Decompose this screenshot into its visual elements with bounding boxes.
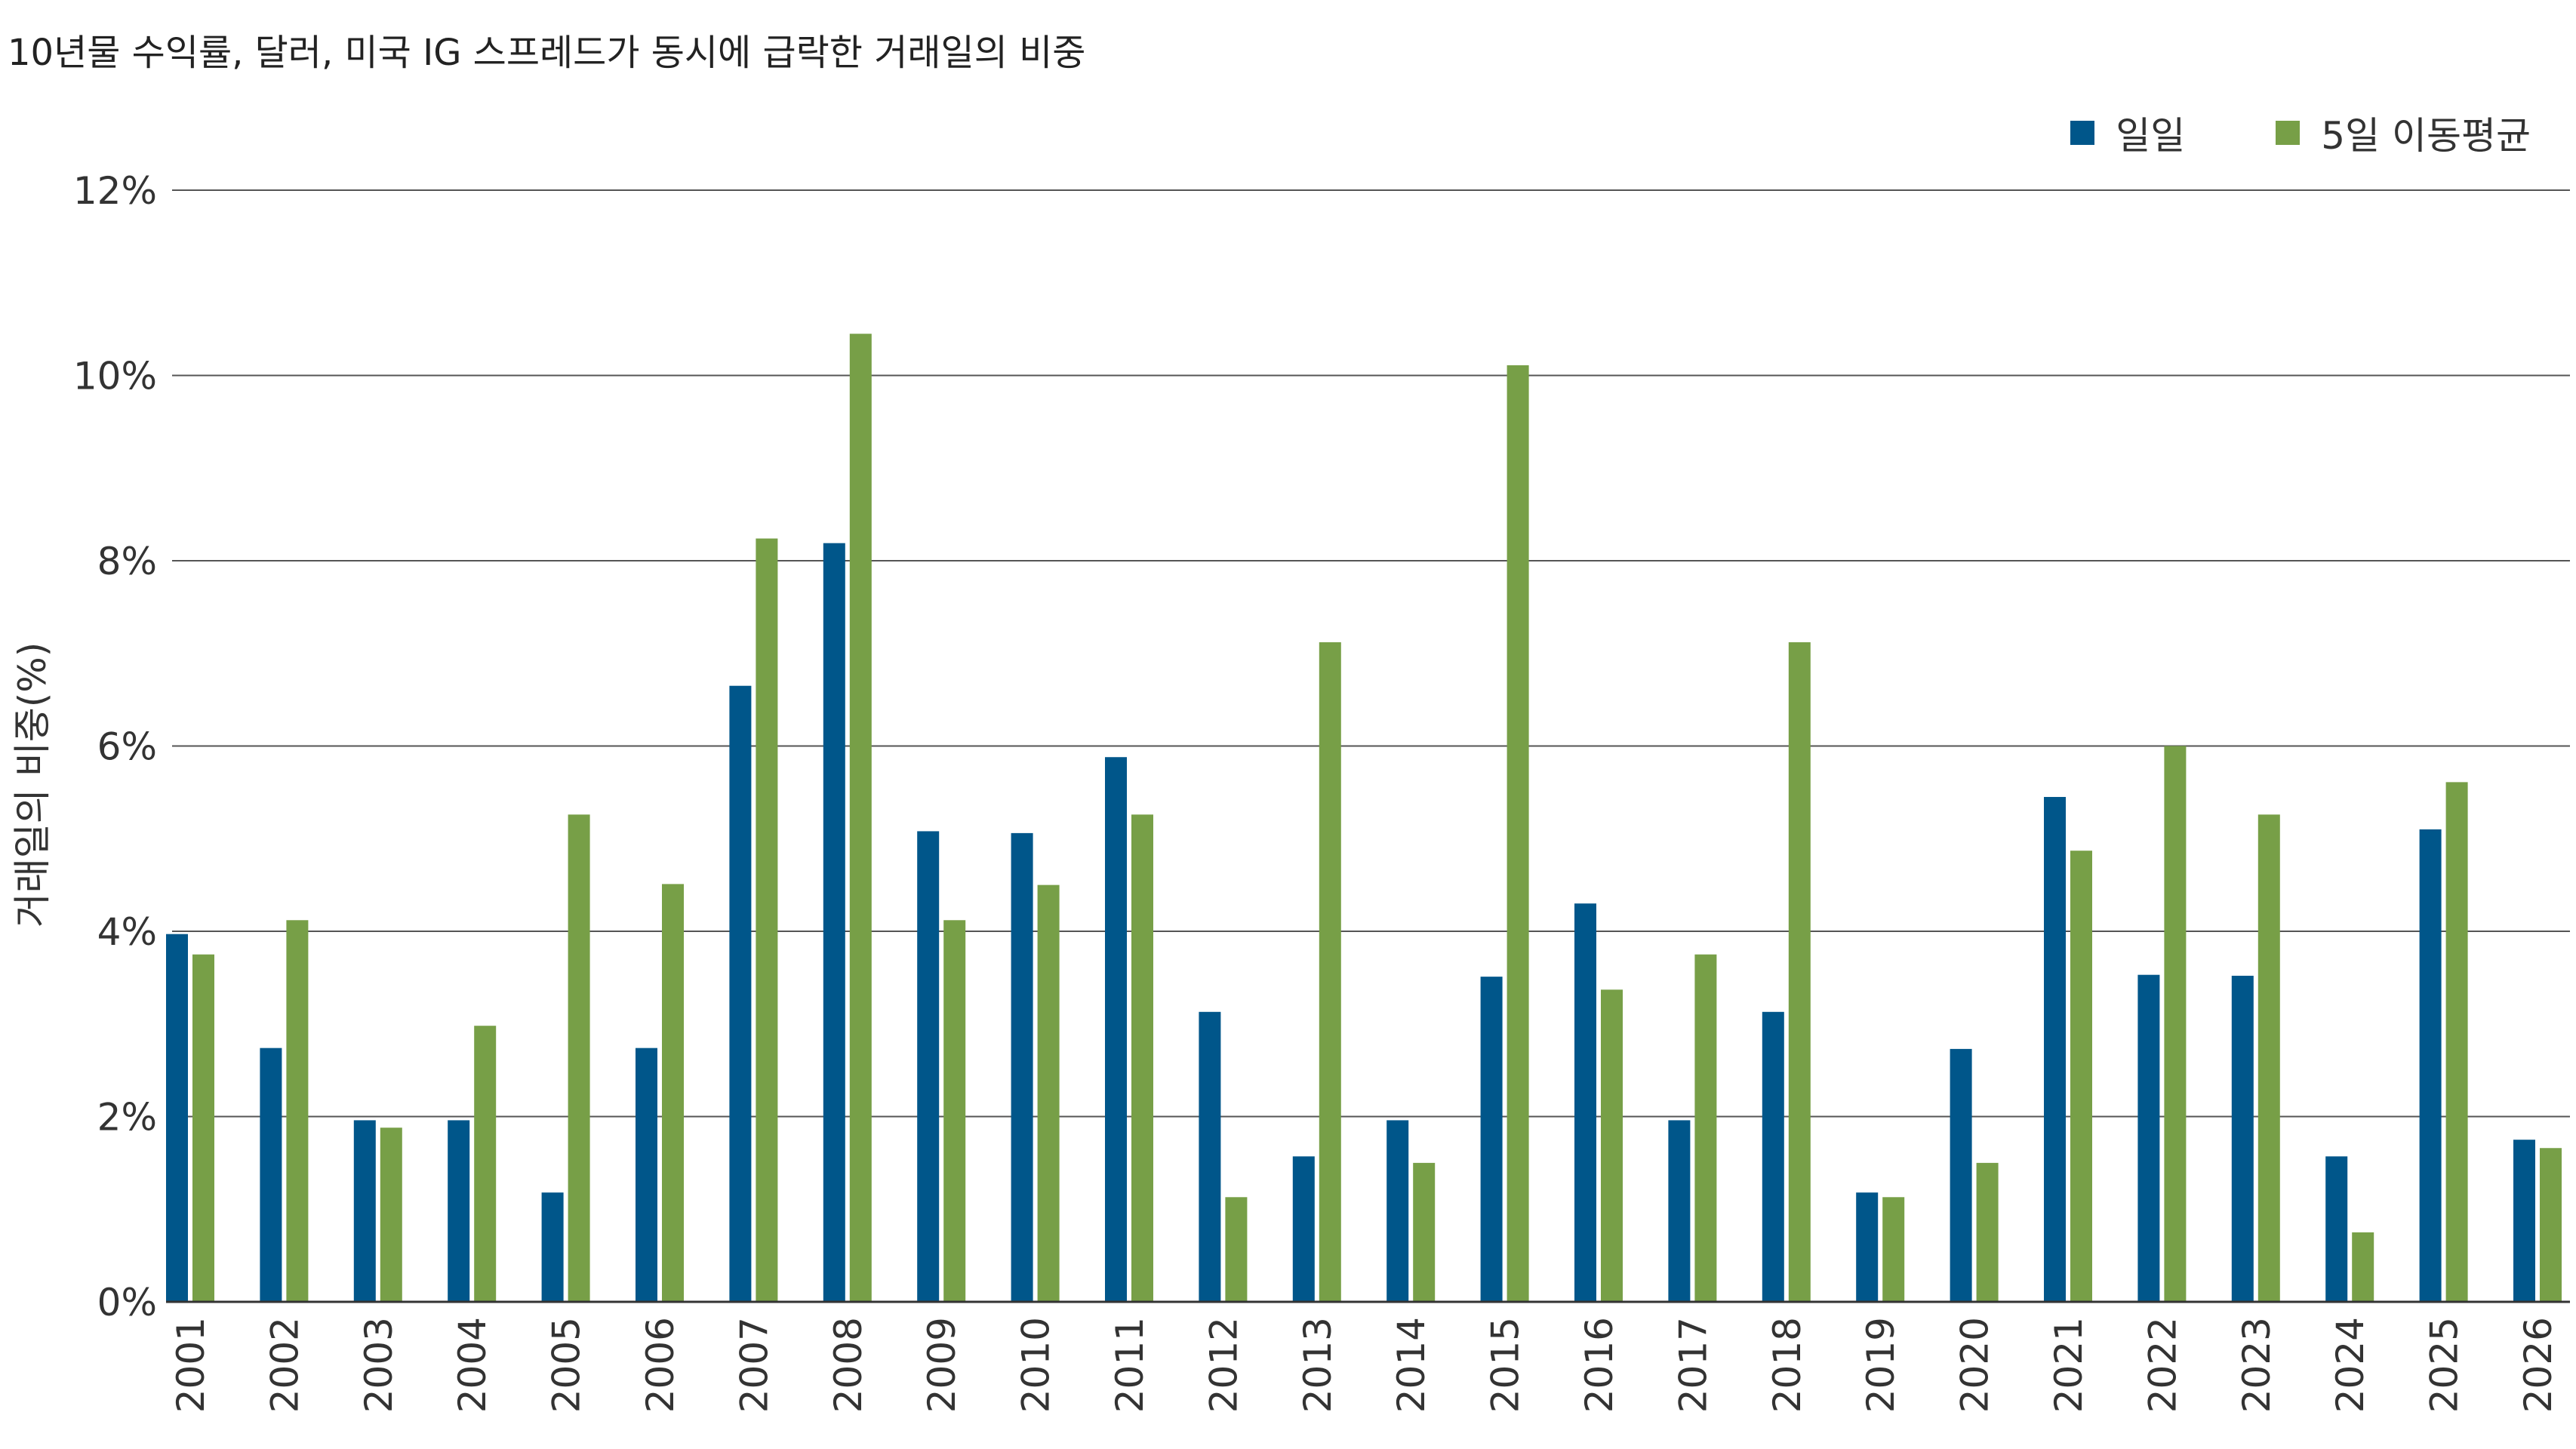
bar-2016-daily [1574,903,1596,1302]
bar-2005-5day-ma [568,814,590,1302]
legend-label-daily: 일일 [2116,114,2186,158]
y-tick-label-10: 10% [73,355,157,398]
x-tick-label-2022: 2022 [2141,1317,2184,1413]
x-tick-label-2013: 2013 [1296,1317,1340,1413]
bar-2020-5day-ma [1976,1162,1999,1302]
x-tick-label-2016: 2016 [1577,1317,1621,1413]
bar-2009-5day-ma [943,920,966,1302]
y-tick-label-6: 6% [97,725,157,769]
bar-2006-daily [636,1048,657,1302]
x-tick-label-2026: 2026 [2516,1317,2560,1413]
bar-2012-daily [1199,1011,1221,1302]
legend-item-5day-ma: 5일 이동평균 [2276,106,2531,160]
bar-2007-5day-ma [756,538,778,1302]
bar-2014-daily [1386,1120,1409,1302]
bar-2026-5day-ma [2540,1148,2562,1302]
y-tick-label-2: 2% [97,1096,157,1140]
bar-2023-daily [2231,975,2254,1302]
bar-2008-daily [823,543,845,1302]
bar-2002-5day-ma [286,920,309,1302]
bar-2017-5day-ma [1694,954,1717,1302]
bar-2002-daily [260,1048,282,1302]
x-tick-label-2011: 2011 [1108,1317,1152,1413]
bar-2007-daily [729,685,752,1302]
bar-2001-daily [166,934,188,1302]
bar-2018-daily [1762,1011,1784,1302]
x-tick-label-2012: 2012 [1202,1317,1245,1413]
y-tick-label-0: 0% [97,1281,157,1324]
y-tick-label-8: 8% [97,540,157,583]
legend-item-daily: 일일 [2070,106,2185,160]
x-tick-label-2020: 2020 [1953,1317,1997,1413]
bar-2005-daily [541,1192,564,1302]
legend: 일일 5일 이동평균 [1980,106,2531,160]
chart-title: 10년물 수익률, 달러, 미국 IG 스프레드가 동시에 급락한 거래일의 비… [8,32,1086,74]
bar-2021-daily [2044,797,2066,1302]
bar-2019-5day-ma [1882,1197,1905,1302]
bar-2003-5day-ma [380,1128,402,1302]
x-tick-label-2023: 2023 [2235,1317,2279,1413]
legend-label-5day-ma: 5일 이동평균 [2321,114,2531,158]
bar-2006-5day-ma [662,884,684,1302]
bar-2011-5day-ma [1131,814,1153,1302]
bar-2022-daily [2137,974,2160,1302]
bar-2020-daily [1950,1048,1972,1302]
x-tick-label-2006: 2006 [639,1317,682,1413]
legend-swatch-5day-ma [2276,121,2301,145]
bar-2015-daily [1480,977,1503,1302]
bar-2018-5day-ma [1788,642,1811,1302]
bar-2011-daily [1105,757,1127,1302]
bar-2010-5day-ma [1037,884,1060,1302]
bar-2021-5day-ma [2070,851,2092,1302]
x-tick-label-2001: 2001 [169,1317,213,1413]
bar-2004-5day-ma [474,1026,497,1302]
x-tick-label-2008: 2008 [826,1317,870,1413]
x-tick-label-2021: 2021 [2047,1317,2091,1413]
x-tick-label-2002: 2002 [263,1317,306,1413]
bar-2004-daily [448,1120,470,1302]
x-tick-label-2018: 2018 [1765,1317,1809,1413]
x-tick-label-2004: 2004 [451,1317,494,1413]
bar-2003-daily [353,1120,376,1302]
x-tick-label-2015: 2015 [1484,1317,1528,1413]
bar-2001-5day-ma [192,954,214,1302]
bar-2022-5day-ma [2164,746,2187,1302]
x-tick-label-2014: 2014 [1390,1317,1433,1413]
bar-2024-5day-ma [2352,1232,2374,1302]
x-tick-label-2009: 2009 [920,1317,964,1413]
x-tick-label-2025: 2025 [2423,1317,2467,1413]
bar-2013-5day-ma [1319,642,1341,1302]
bar-2024-daily [2325,1156,2348,1302]
x-tick-label-2019: 2019 [1859,1317,1903,1413]
bar-2013-daily [1292,1156,1315,1302]
bar-2023-5day-ma [2257,814,2280,1302]
bar-2026-daily [2513,1140,2535,1302]
bar-2019-daily [1856,1192,1879,1302]
bar-2017-daily [1668,1120,1691,1302]
bar-2014-5day-ma [1413,1162,1436,1302]
legend-swatch-daily [2070,121,2095,145]
x-tick-label-2010: 2010 [1014,1317,1058,1413]
bar-2008-5day-ma [849,334,872,1303]
bar-2015-5day-ma [1507,365,1529,1302]
bar-2016-5day-ma [1601,989,1623,1302]
y-axis-title: 거래일의 비중(%) [11,642,54,928]
x-tick-label-2003: 2003 [357,1317,401,1413]
bar-2025-5day-ma [2445,782,2468,1302]
x-tick-label-2007: 2007 [732,1317,776,1413]
bar-2010-daily [1011,832,1033,1302]
bar-2025-daily [2419,829,2442,1302]
x-tick-label-2024: 2024 [2328,1317,2372,1413]
x-tick-label-2017: 2017 [1671,1317,1715,1413]
y-tick-label-12: 12% [73,169,157,213]
x-tick-label-2005: 2005 [545,1317,589,1413]
bar-2012-5day-ma [1225,1197,1248,1302]
bar-2009-daily [917,831,940,1302]
y-tick-label-4: 4% [97,910,157,954]
